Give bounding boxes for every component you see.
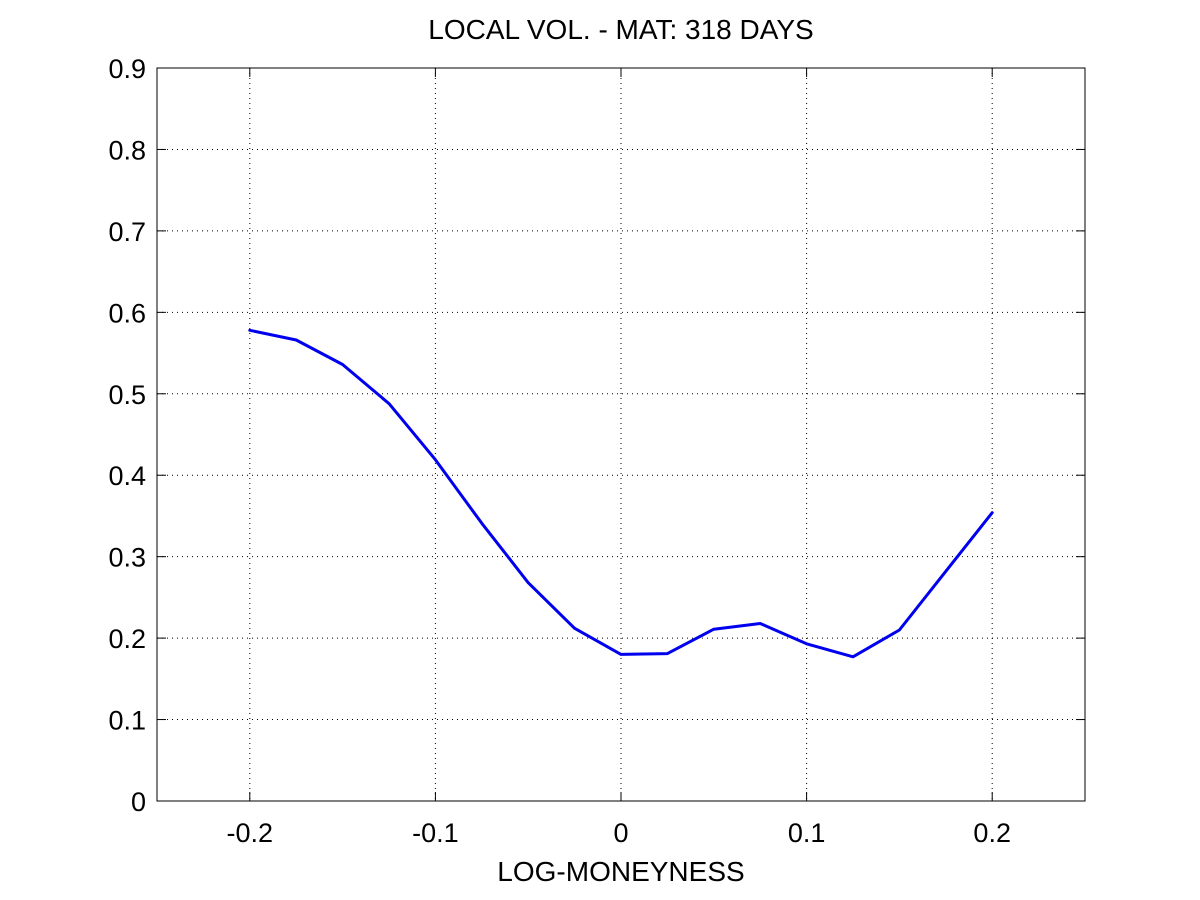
x-tick-label: -0.1 xyxy=(412,818,459,848)
grid-lines xyxy=(157,67,1085,802)
x-tick-labels: -0.2 -0.1 0 0.1 0.2 xyxy=(227,818,1011,848)
x-tick-label: -0.2 xyxy=(227,818,274,848)
y-tick-label: 0.7 xyxy=(108,217,146,247)
y-tick-label: 0.2 xyxy=(108,624,146,654)
y-tick-label: 0.3 xyxy=(108,543,146,573)
y-tick-label: 0.6 xyxy=(108,298,146,328)
x-tick-label: 0.2 xyxy=(973,818,1011,848)
y-tick-label: 0.8 xyxy=(108,135,146,165)
y-tick-label: 0.9 xyxy=(108,54,146,84)
plot-background xyxy=(157,68,1085,801)
y-tick-label: 0.4 xyxy=(108,461,146,491)
series-line-1 xyxy=(248,328,994,659)
x-axis-label: LOG-MONEYNESS xyxy=(497,856,744,887)
y-tick-labels: 0 0.1 0.2 0.3 0.4 0.5 0.6 0.7 0.8 0.9 xyxy=(108,54,146,817)
series-layer xyxy=(248,328,994,659)
y-tick-label: 0.1 xyxy=(108,706,146,736)
y-tick-label: 0.5 xyxy=(108,380,146,410)
plot-frame xyxy=(156,67,1086,802)
y-tick-label: 0 xyxy=(131,787,146,817)
x-tick-label: 0.1 xyxy=(788,818,826,848)
chart-title: LOCAL VOL. - MAT: 318 DAYS xyxy=(428,14,813,45)
x-tick-label: 0 xyxy=(613,818,628,848)
